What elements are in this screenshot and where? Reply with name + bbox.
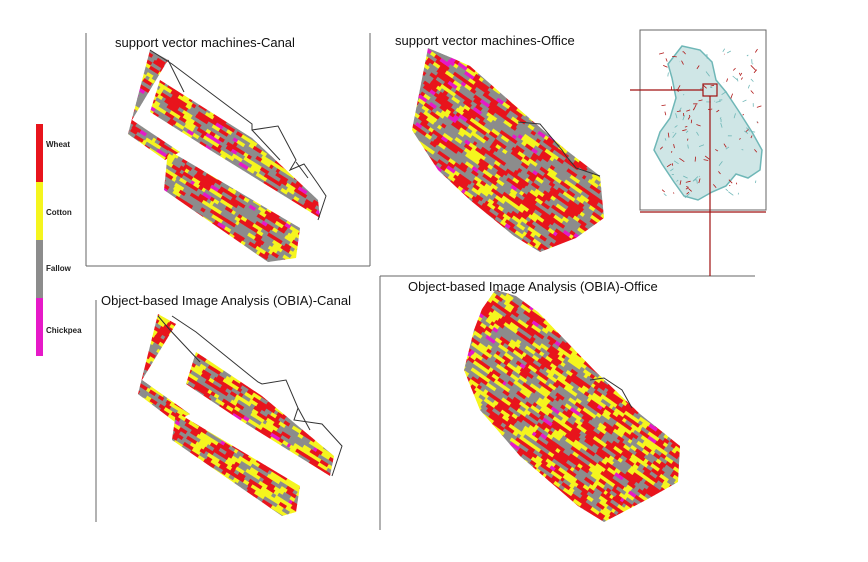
overview-frame [639,29,767,211]
panel-title-svm-canal: support vector machines-Canal [115,35,295,50]
legend-swatch-wheat [36,124,43,182]
legend: Wheat Cotton Fallow Chickpea [36,124,96,356]
irrigation-network [653,45,763,201]
legend-swatch-chickpea [36,298,43,356]
panel-frame-lines [85,33,755,530]
boundary-outlines [149,49,633,477]
legend-label-fallow: Fallow [46,264,71,273]
legend-label-cotton: Cotton [46,208,72,217]
overview-map [630,29,767,276]
parcel-raster-obia-office-main [464,288,680,522]
panel-title-svm-office: support vector machines-Office [395,33,575,48]
overview-pointer-lines [630,83,766,276]
legend-swatch-cotton [36,182,43,240]
parcel-raster-canal-b [150,80,320,218]
legend-label-wheat: Wheat [46,140,70,149]
legend-label-chickpea: Chickpea [46,326,82,335]
legend-swatch-fallow [36,240,43,298]
panel-title-obia-office: Object-based Image Analysis (OBIA)-Offic… [408,279,658,294]
panel-title-obia-canal: Object-based Image Analysis (OBIA)-Canal [101,293,351,308]
